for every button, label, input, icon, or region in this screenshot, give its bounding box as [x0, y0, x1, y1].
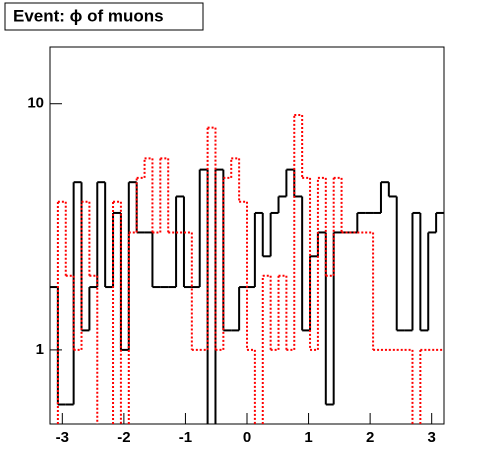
x-tick-label: -3 [56, 429, 69, 446]
x-tick-label: 3 [428, 429, 436, 446]
title-box [4, 2, 204, 31]
chart-title: Event: ϕ of muons [13, 6, 164, 25]
x-tick-label: 0 [243, 429, 251, 446]
y-tick-label: 10 [27, 95, 44, 112]
x-tick-label: 2 [366, 429, 374, 446]
y-tick-label: 1 [36, 341, 44, 358]
plot-area [50, 113, 444, 424]
x-tick-label: -2 [117, 429, 130, 446]
x-tick-label: 1 [304, 429, 312, 446]
x-tick-label: -1 [179, 429, 192, 446]
